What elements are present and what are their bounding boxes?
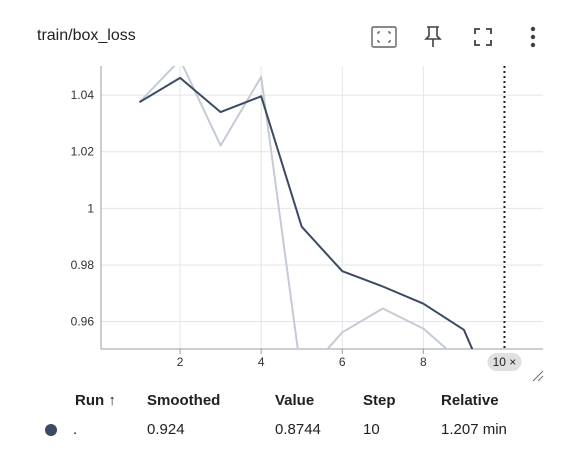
header-relative: Relative	[441, 392, 499, 409]
y-tick-label: 1.02	[71, 145, 95, 159]
cell-value: 0.8744	[275, 421, 321, 438]
fit-domain-icon	[371, 26, 397, 48]
pin-icon	[424, 26, 442, 47]
cell-step: 10	[363, 421, 380, 438]
y-tick-label: 1	[87, 201, 94, 215]
cell-smoothed: 0.924	[147, 421, 185, 438]
header-step: Step	[363, 392, 396, 409]
step-marker-badge	[487, 353, 522, 371]
x-tick-label: 4	[258, 355, 265, 369]
fullscreen-icon	[474, 28, 492, 46]
raw-series-line	[138, 66, 449, 349]
fit-domain-button[interactable]	[369, 22, 399, 52]
resize-handle-icon[interactable]	[532, 370, 544, 382]
more-options-button[interactable]	[518, 22, 548, 52]
pin-button[interactable]	[418, 22, 448, 52]
card-title: train/box_loss	[37, 27, 136, 44]
y-tick-label: 1.04	[71, 88, 95, 102]
cell-relative: 1.207 min	[441, 421, 507, 438]
x-tick-label: 2	[177, 355, 184, 369]
chart-area[interactable]: 10 × 0.96 0.98 1 1.02 1.04 2 4 6 8	[0, 60, 577, 390]
y-tick-label: 0.96	[71, 315, 95, 329]
header-run[interactable]: Run ↑	[75, 392, 116, 409]
more-vert-icon	[530, 26, 536, 48]
step-marker-label: 10 ×	[493, 355, 517, 369]
header-smoothed: Smoothed	[147, 392, 221, 409]
y-tick-label: 0.98	[71, 258, 95, 272]
card-toolbar	[0, 22, 577, 52]
run-color-dot	[45, 424, 57, 436]
fullscreen-button[interactable]	[468, 22, 498, 52]
x-tick-label: 8	[420, 355, 427, 369]
cell-run: .	[73, 421, 78, 438]
loss-line-chart[interactable]: 10 × 0.96 0.98 1 1.02 1.04 2 4 6 8	[0, 60, 577, 390]
smoothed-series-line	[138, 76, 474, 349]
header-value: Value	[275, 392, 315, 409]
x-tick-label: 6	[339, 355, 346, 369]
